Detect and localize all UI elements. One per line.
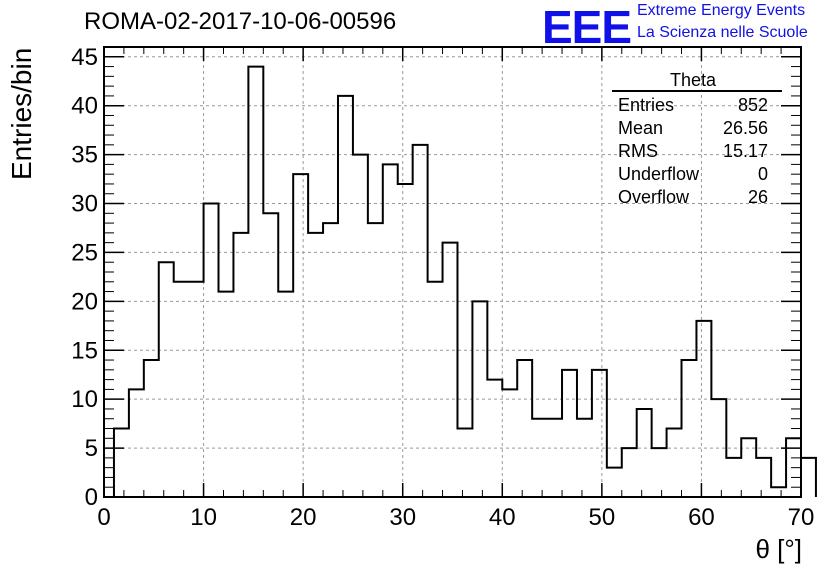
x-tick-label: 0 <box>97 504 110 531</box>
histogram-bin <box>741 438 756 497</box>
histogram-bin <box>219 292 234 497</box>
x-tick-label: 60 <box>688 504 715 531</box>
histogram-bin <box>637 409 652 497</box>
histogram-bin <box>502 389 517 497</box>
stats-value: 26.56 <box>722 118 768 138</box>
histogram-bin <box>174 282 189 497</box>
histogram-bin <box>353 155 368 497</box>
histogram-outline <box>112 65 817 497</box>
histogram-bin <box>696 321 711 497</box>
histogram-bin <box>472 301 487 497</box>
stats-row-overflow: Overflow 26 <box>612 186 782 209</box>
histogram-bin <box>517 360 532 497</box>
stats-value: 0 <box>757 164 768 184</box>
y-tick-labels: 0 5 10 15 20 25 30 35 40 45 <box>71 44 98 511</box>
eee-logo: EEE <box>542 1 632 53</box>
histogram-bin <box>323 223 338 497</box>
stats-row-rms: RMS 15.17 <box>612 140 782 163</box>
logo-line-1: Extreme Energy Events <box>637 2 806 19</box>
stats-value: 26 <box>747 187 768 207</box>
y-tick-label: 30 <box>71 191 98 218</box>
x-tick-label: 50 <box>589 504 616 531</box>
histogram-bin <box>233 233 248 497</box>
y-tick-label: 20 <box>71 288 98 315</box>
histogram-bin <box>622 448 637 497</box>
stats-row-underflow: Underflow 0 <box>612 163 782 186</box>
histogram-bin <box>428 282 443 497</box>
histogram-bin <box>682 360 697 497</box>
y-tick-label: 25 <box>71 239 98 266</box>
plot-frame <box>103 46 802 498</box>
histogram-bin <box>577 419 592 497</box>
x-tick-label: 10 <box>190 504 217 531</box>
y-tick-label: 5 <box>85 435 98 462</box>
stats-label: Mean <box>618 118 664 138</box>
histogram-bin <box>368 223 383 497</box>
histogram-bin <box>159 262 174 497</box>
stats-label: Entries <box>618 95 675 115</box>
y-tick-label: 40 <box>71 93 98 120</box>
x-tick-labels: 0 10 20 30 40 50 60 70 <box>97 504 814 531</box>
histogram-bin <box>293 174 308 497</box>
stats-title: Theta <box>612 70 782 92</box>
histogram-bin <box>756 458 771 497</box>
chart-title: ROMA-02-2017-10-06-00596 <box>84 8 397 35</box>
x-tick-label: 40 <box>489 504 516 531</box>
y-tick-label: 0 <box>85 484 98 511</box>
histogram-bin <box>532 419 547 497</box>
histogram-bin <box>248 67 263 497</box>
histogram-bin <box>487 380 502 497</box>
histogram-bin <box>457 429 472 497</box>
histogram-bin <box>189 282 204 497</box>
x-tick-label: 70 <box>788 504 815 531</box>
histogram-bin <box>204 204 219 497</box>
histogram-bin <box>607 468 622 497</box>
histogram-bin <box>308 233 323 497</box>
stats-row-mean: Mean 26.56 <box>612 117 782 140</box>
histogram-bin <box>547 419 562 497</box>
y-tick-label: 45 <box>71 44 98 71</box>
histogram-bin <box>114 429 129 497</box>
histogram-bin <box>726 458 741 497</box>
histogram-bin <box>144 360 159 497</box>
histogram-bin <box>801 458 816 497</box>
histogram-bin <box>771 487 786 497</box>
stats-label: Overflow <box>618 187 690 207</box>
logo-line-2: La Scienza nelle Scuole <box>637 24 808 41</box>
stats-label: RMS <box>618 141 658 161</box>
stats-value: 852 <box>737 95 768 115</box>
histogram-bin <box>592 370 607 497</box>
histogram-bin <box>398 184 413 497</box>
histogram-bin <box>278 292 293 497</box>
histogram-bin <box>667 429 682 497</box>
histogram-bin <box>263 213 278 497</box>
stats-row-entries: Entries 852 <box>612 94 782 117</box>
x-tick-label: 30 <box>389 504 416 531</box>
histogram-bin <box>338 96 353 497</box>
y-tick-label: 10 <box>71 386 98 413</box>
histogram-bin <box>383 164 398 497</box>
y-tick-label: 15 <box>71 337 98 364</box>
y-tick-label: 35 <box>71 142 98 169</box>
stats-value: 15.17 <box>722 141 768 161</box>
stats-box: Theta Entries 852 Mean 26.56 RMS 15.17 U… <box>612 70 782 209</box>
y-axis-label: Entries/bin <box>6 47 37 180</box>
stats-label: Underflow <box>618 164 700 184</box>
histogram-bin <box>562 370 577 497</box>
grid-lines <box>104 47 801 497</box>
x-tick-label: 20 <box>290 504 317 531</box>
histogram-bin <box>413 145 428 497</box>
histogram-bin <box>652 448 667 497</box>
histogram-bin <box>443 243 458 497</box>
x-axis-label: θ [°] <box>755 534 802 564</box>
histogram-bin <box>129 389 144 497</box>
